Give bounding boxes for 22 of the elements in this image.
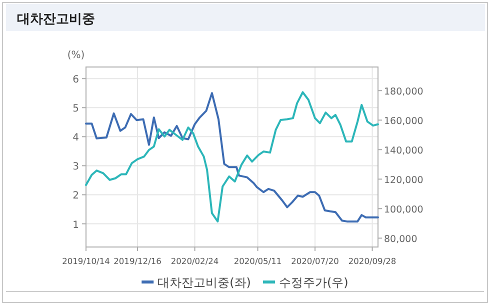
- y-tick-label: 6: [72, 74, 79, 86]
- x-tick-label: 2020/07/20: [291, 256, 339, 266]
- y-tick-label: 5: [72, 104, 79, 115]
- chart-title: 대차잔고비중: [17, 12, 95, 27]
- y2-tick-label: 180,000: [384, 86, 424, 98]
- y-tick-label: 3: [72, 162, 79, 173]
- y-tick-label: 1: [72, 220, 79, 231]
- y2-tick-label: 160,000: [384, 116, 424, 128]
- y2-tick-label: 140,000: [384, 146, 424, 157]
- legend-label: 수정주가(우): [279, 276, 348, 290]
- y2-tick-label: 100,000: [384, 204, 424, 216]
- y2-tick-label: 120,000: [384, 175, 424, 186]
- y-tick-label: 2: [72, 190, 79, 202]
- y2-tick-label: 80,000: [384, 234, 418, 246]
- x-tick-label: 2020/09/28: [348, 256, 396, 266]
- x-tick-label: 2019/10/14: [62, 256, 110, 266]
- legend-label: 대차잔고비중(좌): [158, 276, 251, 290]
- y-axis-title: (%): [67, 50, 85, 61]
- x-tick-label: 2019/12/16: [114, 256, 162, 266]
- x-tick-label: 2020/05/11: [234, 256, 282, 266]
- x-tick-label: 2020/02/24: [170, 256, 219, 266]
- y-tick-label: 4: [72, 132, 79, 144]
